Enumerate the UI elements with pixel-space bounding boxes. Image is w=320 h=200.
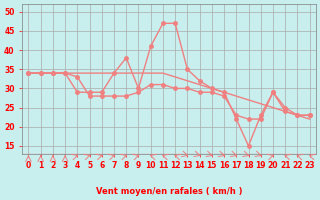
X-axis label: Vent moyen/en rafales ( km/h ): Vent moyen/en rafales ( km/h ): [96, 187, 242, 196]
